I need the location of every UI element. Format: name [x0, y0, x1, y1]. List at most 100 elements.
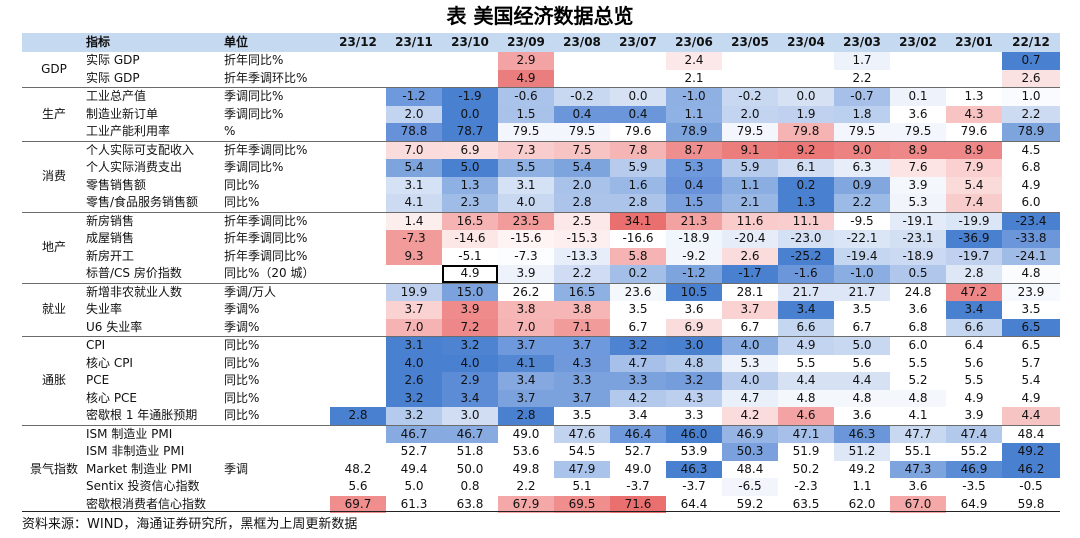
value-cell	[330, 424, 386, 443]
value-cell: -14.6	[442, 230, 498, 248]
value-cell: 3.4	[778, 301, 834, 319]
value-cell: 4.9	[946, 389, 1002, 407]
indicator-unit: 折年季调同比%	[224, 211, 330, 230]
value-cell: -3.7	[610, 478, 666, 496]
value-cell: 52.7	[610, 443, 666, 461]
value-cell: 69.7	[330, 495, 386, 513]
table-row: 工业产能利用率% 78.8 78.7 79.5 79.5 79.6 78.9 79.5 79.8…	[22, 123, 1060, 141]
value-cell: 5.1	[554, 478, 610, 496]
value-cell: 9.3	[386, 247, 442, 265]
value-cell: 7.2	[442, 318, 498, 337]
value-cell: 34.1	[610, 211, 666, 230]
header-indicator: 指标	[86, 33, 224, 52]
value-cell: 4.3	[666, 389, 722, 407]
value-cell: 7.1	[554, 318, 610, 337]
value-cell: 1.6	[610, 176, 666, 194]
value-cell: 5.4	[386, 159, 442, 177]
value-cell	[890, 70, 946, 88]
value-cell: 5.3	[890, 194, 946, 212]
value-cell: 6.7	[834, 318, 890, 337]
table-row: 个人实际消费支出 季调同比% 5.4 5.0 5.5 5.4 5.9 5.3 5.9 6.1 6.3…	[22, 159, 1060, 177]
value-cell: 6.0	[1002, 194, 1060, 212]
value-cell: 47.6	[554, 424, 610, 443]
value-cell: 2.1	[722, 194, 778, 212]
value-cell: 50.3	[722, 443, 778, 461]
value-cell: 3.7	[722, 301, 778, 319]
category-label: 通胀	[22, 336, 86, 425]
value-cell: 9.1	[722, 140, 778, 159]
value-cell: 16.5	[442, 211, 498, 230]
value-cell: 4.8	[778, 389, 834, 407]
header-period: 23/02	[890, 33, 946, 52]
value-cell: 3.7	[554, 336, 610, 355]
value-cell: 59.2	[722, 495, 778, 513]
value-cell: -0.6	[498, 87, 554, 106]
value-cell	[722, 70, 778, 88]
value-cell: -15.3	[554, 230, 610, 248]
value-cell: 0.1	[890, 87, 946, 106]
value-cell: 78.9	[666, 123, 722, 141]
value-cell: 4.9	[1002, 176, 1060, 194]
value-cell: 2.8	[330, 407, 386, 425]
indicator-name: 密歇根消费者信心指数	[86, 496, 207, 511]
value-cell: 79.5	[834, 123, 890, 141]
value-cell: 4.3	[554, 354, 610, 372]
value-cell: 0.4	[554, 105, 610, 123]
value-cell: 0.7	[1002, 52, 1060, 70]
value-cell: 2.2	[498, 478, 554, 496]
value-cell: 5.8	[610, 247, 666, 265]
value-cell: 0.4	[666, 176, 722, 194]
value-cell: 4.4	[1002, 407, 1060, 425]
value-cell	[330, 443, 386, 461]
value-cell: 6.8	[1002, 159, 1060, 177]
table-row: 消费 个人实际可支配收入 折年季调同比% 7.0 6.9 7.3 7.5 7.8 8.7 9.1 9…	[22, 140, 1060, 212]
indicator-name: Sentix 投资信心指数	[86, 479, 200, 493]
header-period: 23/06	[666, 33, 722, 52]
value-cell	[330, 140, 386, 159]
value-cell: 21.3	[666, 211, 722, 230]
header-period: 23/09	[498, 33, 554, 52]
value-cell	[330, 248, 386, 266]
indicator-name: 标普/CS 房价指数	[86, 266, 182, 280]
value-cell: 21.7	[778, 282, 834, 301]
value-cell: 4.3	[946, 105, 1002, 123]
value-cell: 0.5	[890, 265, 946, 283]
value-cell: -1.0	[666, 87, 722, 106]
value-cell: -19.1	[890, 211, 946, 230]
category-label: GDP	[41, 61, 67, 76]
value-cell: 5.3	[666, 159, 722, 177]
value-cell: 51.2	[834, 443, 890, 461]
value-cell: 1.3	[442, 176, 498, 194]
value-cell: 71.6	[610, 495, 666, 513]
value-cell: -7.3	[498, 247, 554, 265]
value-cell: -18.9	[666, 230, 722, 248]
value-cell: 0.2	[778, 176, 834, 194]
table-row: 通胀 CPI 同比% 3.1 3.2 3.7 3.7 3.2 3.0 4.0 4.9 5.0 6.0 6.…	[22, 336, 1060, 425]
value-cell: 10.5	[666, 282, 722, 301]
indicator-unit: 季调同比%	[224, 87, 330, 106]
value-cell: 3.7	[554, 389, 610, 407]
indicator-unit	[224, 424, 330, 443]
value-cell: 3.7	[386, 301, 442, 319]
value-cell: 5.0	[442, 159, 498, 177]
value-cell	[554, 70, 610, 88]
value-cell: -0.2	[554, 87, 610, 106]
value-cell: 23.5	[498, 211, 554, 230]
indicator-name: CPI	[86, 336, 224, 355]
value-cell: 6.9	[666, 318, 722, 337]
header-period: 23/03	[834, 33, 890, 52]
table-row: 标普/CS 房价指数 同比%（20 城） 4.9 3.9 2.2 0.2 -1.2 -1.7-…	[22, 265, 1060, 283]
value-cell: 3.8	[554, 301, 610, 319]
value-cell: -0.7	[834, 87, 890, 106]
value-cell: 7.4	[946, 194, 1002, 212]
value-cell: 5.6	[834, 354, 890, 372]
table-row: 实际 GDP 折年季调环比% 4.9 2.1 2.2 2.6	[22, 69, 1060, 88]
value-cell	[330, 211, 386, 230]
indicator-unit: 折年季调同比%	[224, 231, 308, 245]
value-cell: 3.9	[890, 176, 946, 194]
value-cell: 3.2	[442, 336, 498, 355]
value-cell: 5.5	[778, 354, 834, 372]
value-cell: 3.6	[890, 478, 946, 496]
value-cell: 5.9	[610, 159, 666, 177]
value-cell	[778, 52, 834, 70]
